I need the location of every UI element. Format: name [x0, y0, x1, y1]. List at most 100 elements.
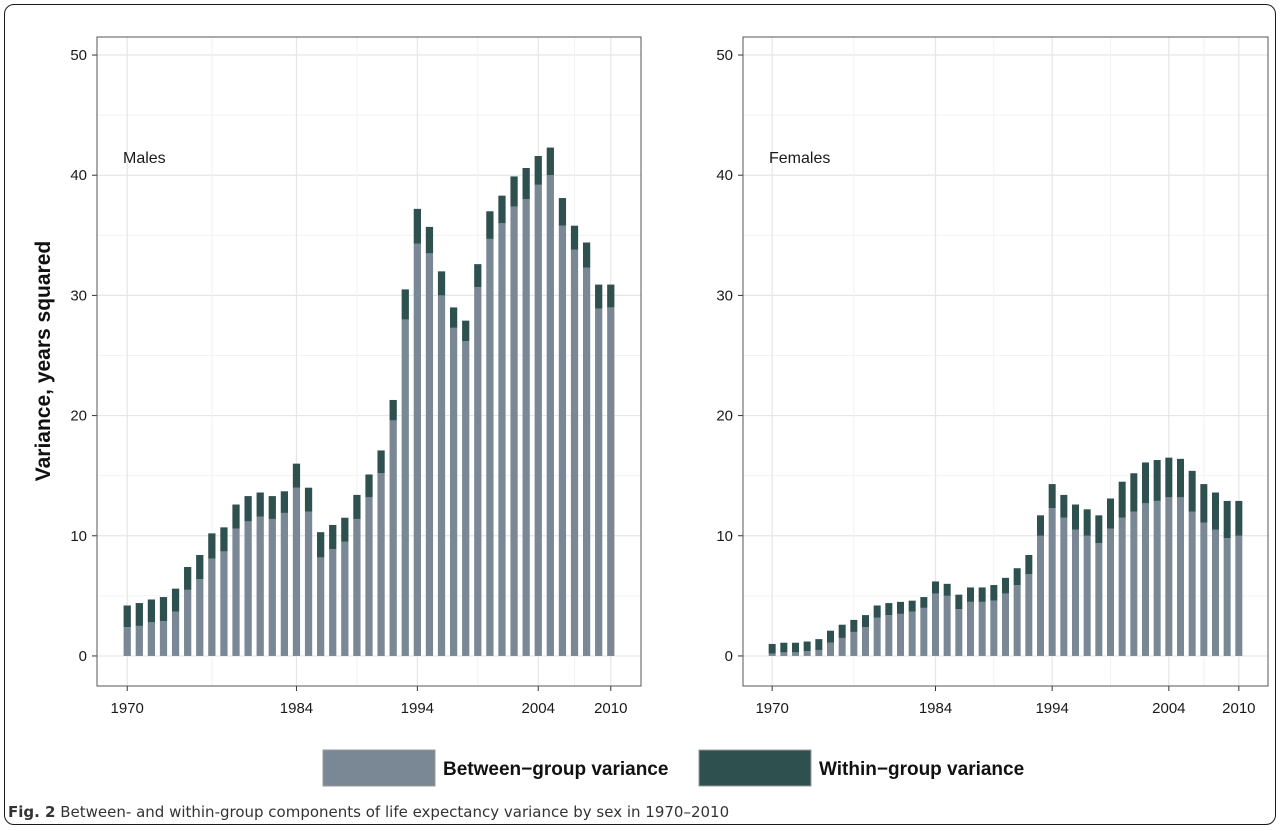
x-tick-label: 2004 [522, 700, 555, 717]
bar-within-1996 [437, 271, 446, 296]
y-tick-label: 0 [725, 648, 733, 665]
bar-within-1999 [474, 264, 482, 287]
bar-within-1980 [885, 603, 893, 616]
bar-between-2008 [582, 267, 591, 656]
bar-within-1979 [873, 605, 881, 618]
bar-within-1988 [978, 587, 986, 602]
bar-between-2006 [558, 225, 567, 656]
bar-within-2001 [498, 195, 506, 224]
bar-between-2006 [1188, 511, 1196, 656]
bar-between-1987 [329, 548, 337, 656]
panel-label: Males [123, 150, 166, 167]
x-tick-label: 1994 [401, 700, 434, 717]
bar-between-2009 [1223, 538, 1231, 656]
bar-within-1986 [317, 532, 325, 558]
bar-between-2003 [1153, 500, 1161, 656]
bar-between-1998 [1095, 542, 1103, 656]
bar-between-1987 [967, 601, 974, 656]
bar-within-1998 [462, 320, 470, 342]
y-tick-label: 0 [79, 648, 87, 665]
bar-within-1996 [1072, 504, 1079, 530]
bar-within-1987 [967, 587, 974, 602]
bar-between-2001 [498, 223, 506, 656]
bar-within-1990 [365, 474, 373, 498]
bar-within-1972 [147, 599, 156, 623]
x-tick-label: 2010 [1222, 700, 1255, 717]
bar-within-1984 [292, 463, 301, 488]
bar-between-1971 [135, 625, 143, 656]
panel-border [96, 36, 642, 687]
bar-within-1997 [1083, 509, 1091, 536]
bar-within-1983 [280, 491, 289, 513]
x-tick-label: 2004 [1152, 700, 1185, 717]
bar-between-1992 [389, 420, 397, 656]
bar-within-2005 [1177, 458, 1184, 498]
bar-between-1984 [292, 487, 301, 656]
bar-between-1978 [220, 551, 228, 656]
bar-within-1995 [425, 226, 434, 254]
bar-within-1972 [792, 642, 799, 653]
bar-within-2004 [1165, 457, 1173, 498]
bar-between-1979 [232, 528, 240, 656]
bar-within-1993 [401, 289, 409, 320]
bar-between-1991 [1013, 585, 1021, 656]
bar-within-1991 [1013, 568, 1021, 586]
bar-between-1986 [317, 557, 325, 656]
legend-label-between: Between−group variance [443, 759, 668, 780]
bar-between-1999 [1107, 528, 1114, 656]
bar-between-1979 [873, 617, 881, 656]
bar-between-1990 [1002, 593, 1009, 656]
bar-between-1974 [171, 611, 180, 656]
bar-between-1977 [850, 631, 858, 656]
bar-within-2006 [1188, 470, 1196, 512]
bar-between-1975 [184, 589, 192, 656]
bar-between-1999 [474, 286, 482, 656]
bar-within-1992 [389, 399, 397, 421]
bar-within-1987 [329, 524, 337, 549]
bar-between-2010 [1235, 535, 1243, 656]
y-tick-label: 20 [70, 408, 87, 425]
bar-within-2007 [1200, 484, 1208, 523]
bar-between-2000 [486, 238, 494, 656]
y-tick-label: 40 [70, 167, 87, 184]
bar-within-1973 [803, 641, 811, 652]
bar-within-2010 [1235, 500, 1243, 536]
bar-within-1976 [838, 624, 846, 638]
bar-between-1985 [943, 595, 951, 656]
bar-between-1990 [365, 497, 373, 656]
bar-within-1985 [943, 583, 951, 596]
bar-within-2009 [595, 284, 603, 309]
legend-swatch-within [698, 749, 812, 787]
bar-within-1978 [862, 615, 869, 628]
bar-between-1997 [1083, 535, 1091, 656]
bar-between-1976 [838, 637, 846, 656]
y-tick-label: 50 [70, 47, 87, 64]
bar-within-2002 [1142, 462, 1149, 504]
bar-within-1971 [135, 603, 143, 626]
bar-between-1974 [815, 649, 823, 656]
bar-between-2004 [534, 184, 542, 656]
bar-between-2002 [510, 206, 518, 656]
y-tick-label: 50 [716, 47, 733, 64]
bar-between-1992 [1025, 574, 1033, 656]
bar-within-1981 [897, 601, 904, 614]
bar-within-2005 [546, 147, 554, 176]
bar-between-1995 [425, 253, 434, 656]
bar-within-1975 [184, 567, 192, 590]
bar-within-1971 [780, 642, 788, 653]
legend: Between−group variance Within−group varia… [322, 749, 1024, 787]
x-tick-label: 1984 [280, 700, 313, 717]
bar-between-1973 [159, 621, 168, 656]
bar-between-1970 [768, 653, 776, 656]
bar-between-2005 [546, 175, 554, 656]
bar-between-1993 [1037, 535, 1044, 656]
bar-between-1988 [978, 601, 986, 656]
bar-between-1989 [353, 518, 361, 656]
bar-within-2000 [1118, 481, 1126, 518]
bar-between-1982 [268, 518, 276, 656]
bar-within-2007 [570, 225, 579, 250]
bar-within-1976 [196, 554, 204, 580]
bar-between-2007 [1200, 522, 1208, 656]
bar-between-1983 [280, 512, 289, 656]
